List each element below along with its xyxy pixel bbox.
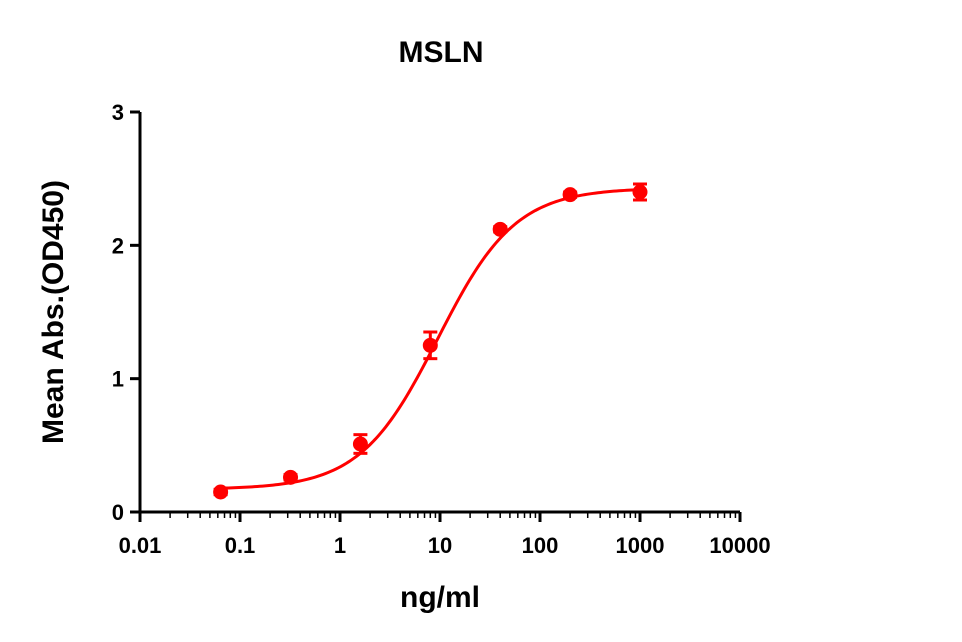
x-tick-label: 1000 [616, 533, 665, 558]
data-point [562, 187, 578, 203]
y-axis-ticks: 0 1 2 3 [112, 100, 140, 525]
data-point [213, 484, 229, 500]
x-tick-label: 1 [334, 533, 346, 558]
axes [138, 112, 740, 514]
data-point [632, 182, 648, 202]
x-tick-label: 10 [428, 533, 452, 558]
data-point [492, 221, 508, 237]
y-axis-label: Mean Abs.(OD450) [37, 180, 70, 444]
y-tick-label: 2 [112, 233, 124, 258]
data-point [283, 469, 299, 485]
data-point [422, 330, 438, 361]
data-marker [632, 184, 648, 200]
data-marker [562, 187, 578, 203]
x-axis-ticks: 0.01 0.1 1 10 100 1000 10000 [119, 512, 771, 558]
y-tick-label: 1 [112, 367, 124, 392]
data-point [352, 433, 368, 455]
y-tick-label: 3 [112, 100, 124, 125]
x-tick-label: 0.01 [119, 533, 162, 558]
x-axis-label: ng/ml [400, 581, 480, 614]
data-marker [213, 484, 229, 500]
x-tick-label: 100 [522, 533, 559, 558]
data-marker [492, 221, 508, 237]
data-marker [422, 337, 438, 353]
data-marker [283, 469, 299, 485]
data-marker [352, 436, 368, 452]
chart-title: MSLN [399, 36, 484, 69]
y-tick-label: 0 [112, 500, 124, 525]
x-tick-label: 0.1 [225, 533, 256, 558]
data-points [213, 182, 648, 500]
x-tick-label: 10000 [709, 533, 770, 558]
